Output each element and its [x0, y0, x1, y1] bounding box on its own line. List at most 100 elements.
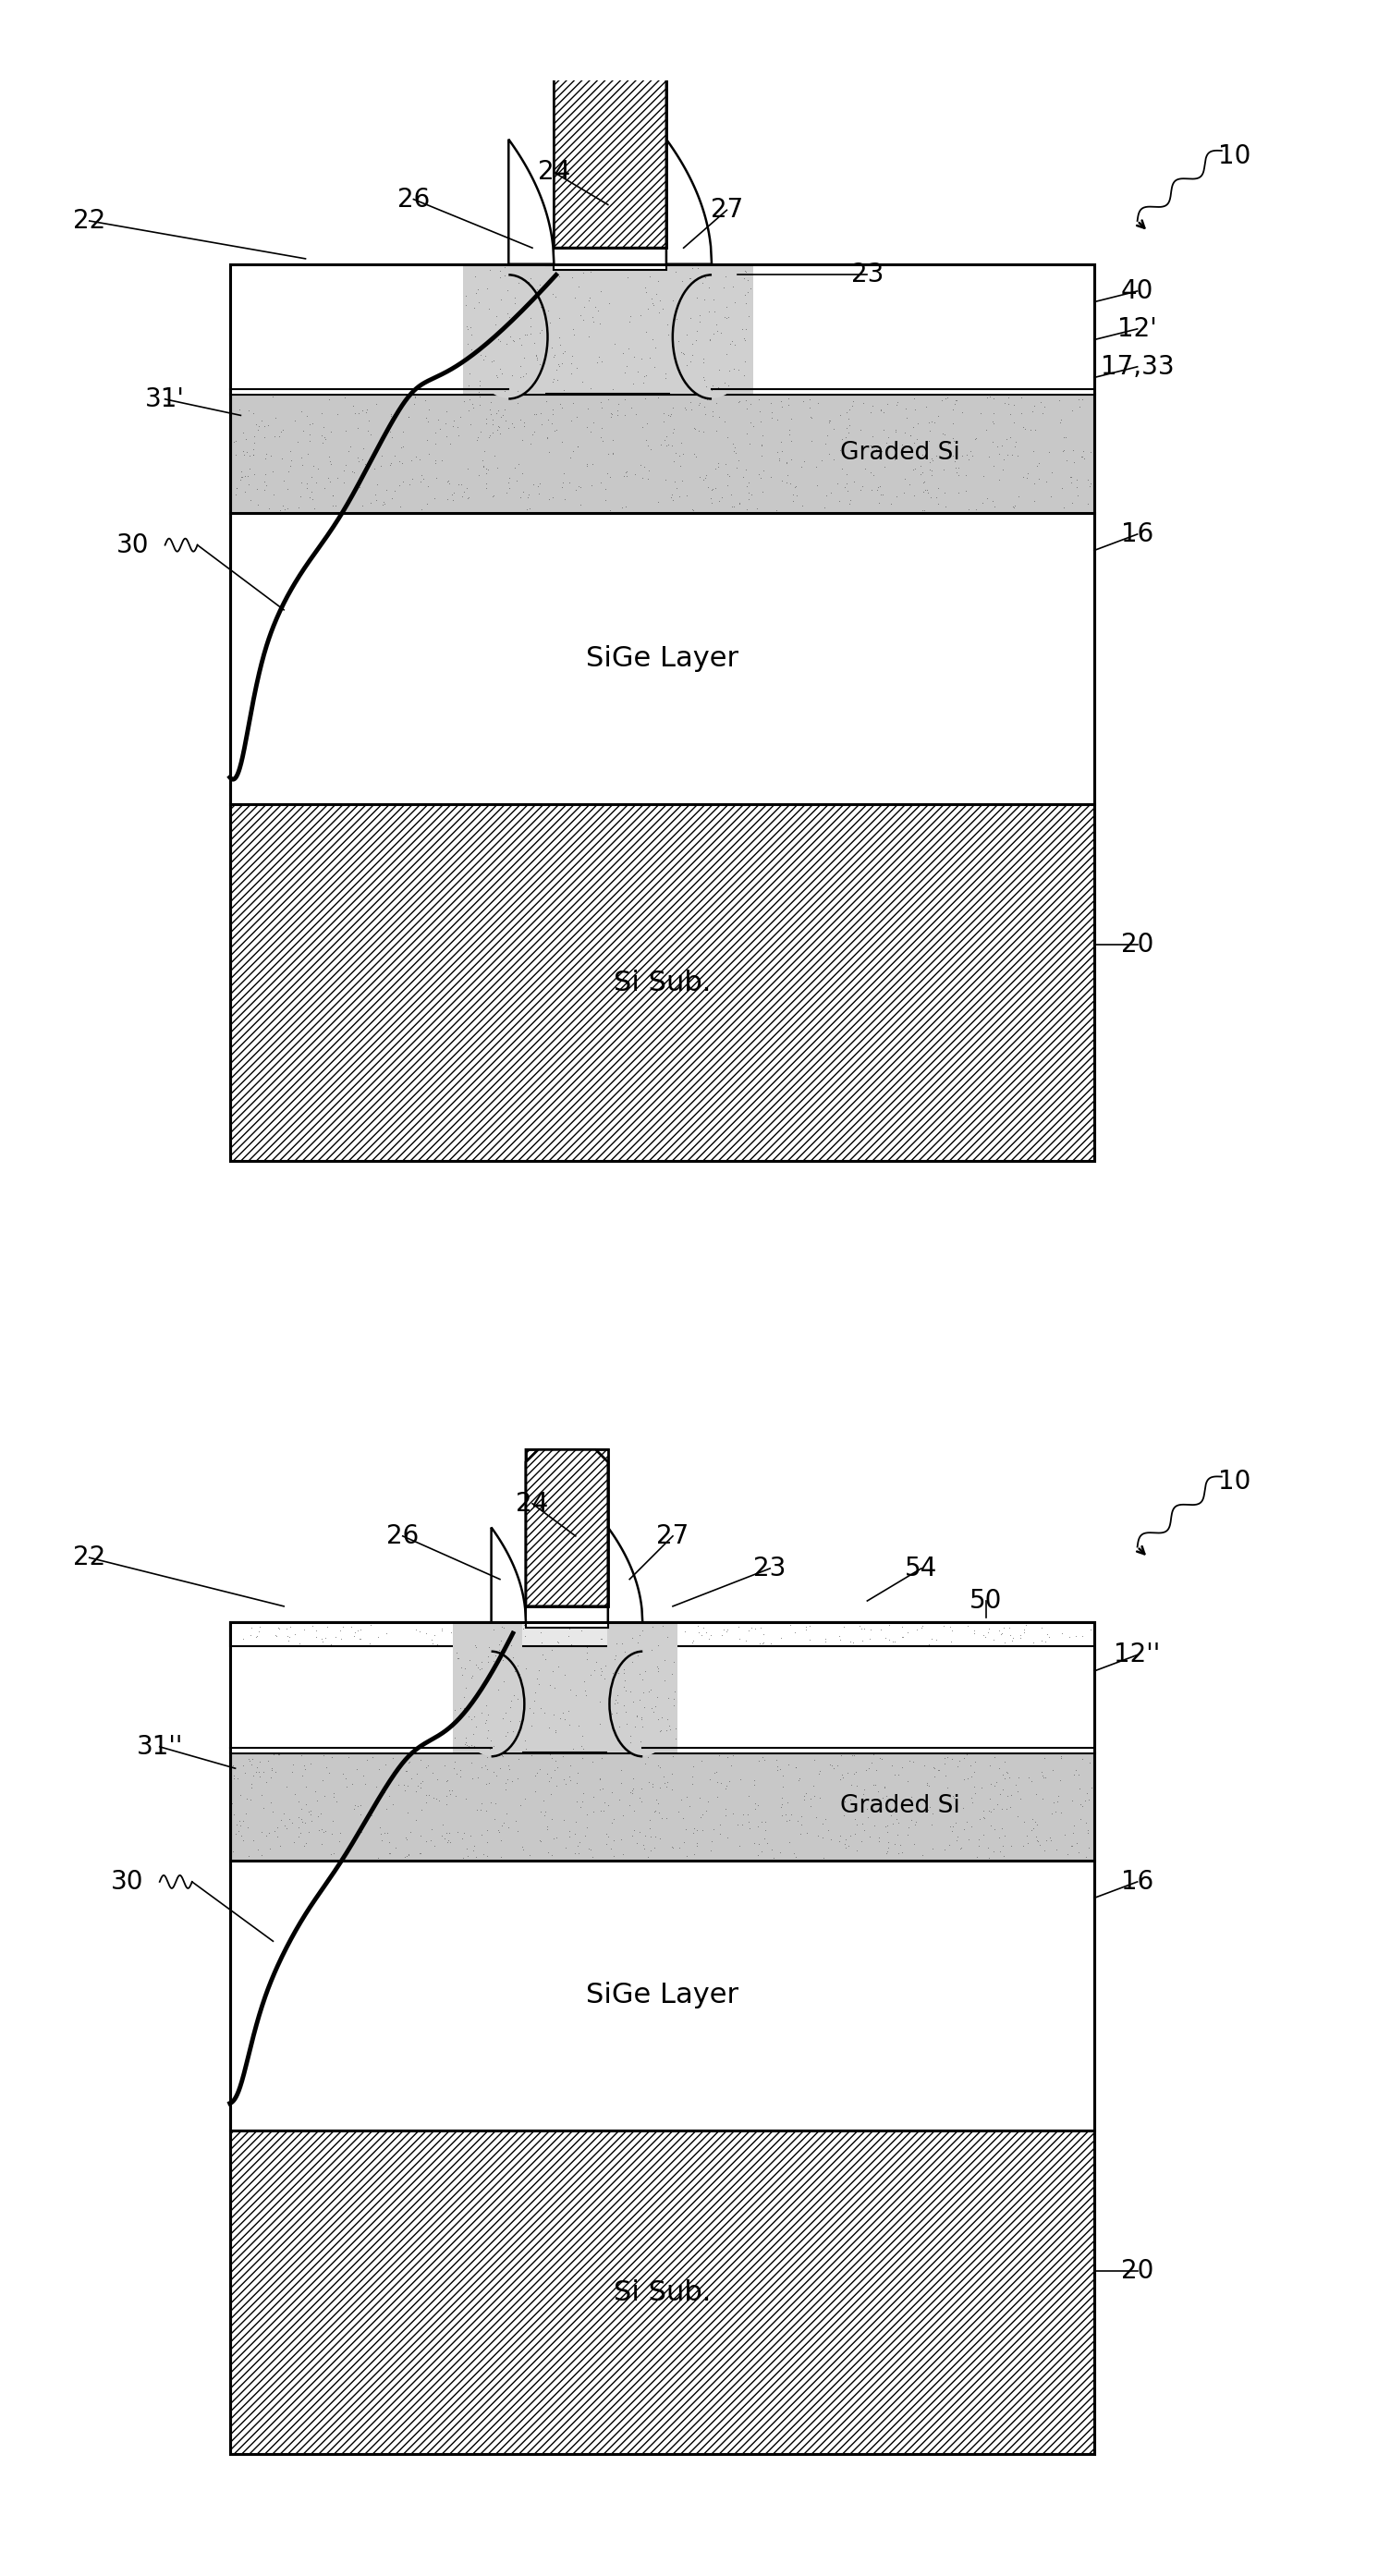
Point — [371, 1819, 393, 1860]
Point — [513, 1605, 535, 1646]
Point — [457, 1726, 480, 1767]
Point — [1039, 1703, 1061, 1744]
Point — [754, 1819, 776, 1860]
Point — [1047, 304, 1069, 345]
Point — [349, 1618, 371, 1659]
Point — [262, 1734, 284, 1775]
Point — [518, 304, 540, 345]
Point — [790, 312, 812, 353]
Point — [482, 477, 504, 518]
Point — [226, 1803, 248, 1844]
Point — [1014, 312, 1036, 353]
Point — [360, 482, 382, 523]
Point — [660, 394, 682, 435]
Point — [321, 340, 343, 381]
Bar — [554, 247, 667, 270]
Point — [907, 1654, 929, 1695]
Point — [562, 309, 584, 350]
Point — [269, 489, 291, 531]
Point — [774, 1793, 796, 1834]
Point — [569, 466, 591, 507]
Point — [812, 1816, 834, 1857]
Point — [714, 1788, 736, 1829]
Point — [448, 464, 470, 505]
Point — [580, 368, 602, 410]
Point — [1034, 281, 1056, 322]
Point — [813, 1837, 835, 1878]
Point — [546, 350, 568, 392]
Point — [559, 1759, 582, 1801]
Point — [836, 1618, 858, 1659]
Point — [553, 1759, 575, 1801]
Point — [828, 1821, 850, 1862]
Point — [664, 1718, 686, 1759]
Point — [536, 417, 558, 459]
Point — [934, 1690, 956, 1731]
Point — [229, 1718, 251, 1759]
Point — [626, 1610, 648, 1651]
Point — [449, 397, 471, 438]
Point — [587, 291, 609, 332]
Point — [729, 482, 751, 523]
Point — [965, 417, 987, 459]
Point — [624, 1705, 646, 1747]
Point — [835, 392, 857, 433]
Point — [817, 433, 839, 474]
Point — [1024, 1654, 1046, 1695]
Point — [554, 1654, 576, 1695]
Point — [247, 1829, 269, 1870]
Point — [276, 1767, 298, 1808]
Point — [843, 422, 865, 464]
Point — [1078, 314, 1100, 355]
Text: 54: 54 — [905, 1556, 937, 1582]
Point — [475, 453, 497, 495]
Point — [839, 1713, 861, 1754]
Point — [486, 404, 508, 446]
Point — [1061, 1610, 1083, 1651]
Point — [514, 1728, 536, 1770]
Point — [259, 322, 281, 363]
Point — [714, 363, 736, 404]
Point — [593, 420, 615, 461]
Bar — [230, 265, 520, 394]
Point — [761, 307, 783, 348]
Point — [270, 1798, 292, 1839]
Point — [1010, 394, 1032, 435]
Point — [572, 1716, 594, 1757]
Point — [919, 410, 941, 451]
Point — [453, 1687, 475, 1728]
Point — [229, 1775, 251, 1816]
Point — [262, 294, 284, 335]
Polygon shape — [608, 1528, 642, 1623]
Point — [1032, 1754, 1054, 1795]
Point — [766, 399, 788, 440]
Point — [944, 379, 966, 420]
Point — [1017, 1824, 1039, 1865]
Point — [637, 1736, 659, 1777]
Point — [540, 327, 562, 368]
Point — [701, 392, 723, 433]
Point — [248, 404, 270, 446]
Point — [1003, 350, 1025, 392]
Point — [444, 1690, 466, 1731]
Point — [448, 247, 470, 289]
Point — [817, 402, 839, 443]
Point — [1062, 1713, 1084, 1754]
Point — [881, 1744, 903, 1785]
Point — [497, 294, 520, 335]
Point — [234, 1710, 256, 1752]
Point — [969, 1798, 991, 1839]
Point — [674, 1610, 696, 1651]
Point — [511, 1829, 533, 1870]
Point — [1007, 435, 1029, 477]
Point — [796, 1814, 819, 1855]
Point — [613, 379, 635, 420]
Point — [254, 461, 276, 502]
Point — [791, 1669, 813, 1710]
Point — [638, 1677, 660, 1718]
Point — [874, 1618, 896, 1659]
Point — [378, 1821, 400, 1862]
Point — [776, 440, 798, 482]
Point — [310, 1793, 332, 1834]
Point — [222, 1744, 244, 1785]
